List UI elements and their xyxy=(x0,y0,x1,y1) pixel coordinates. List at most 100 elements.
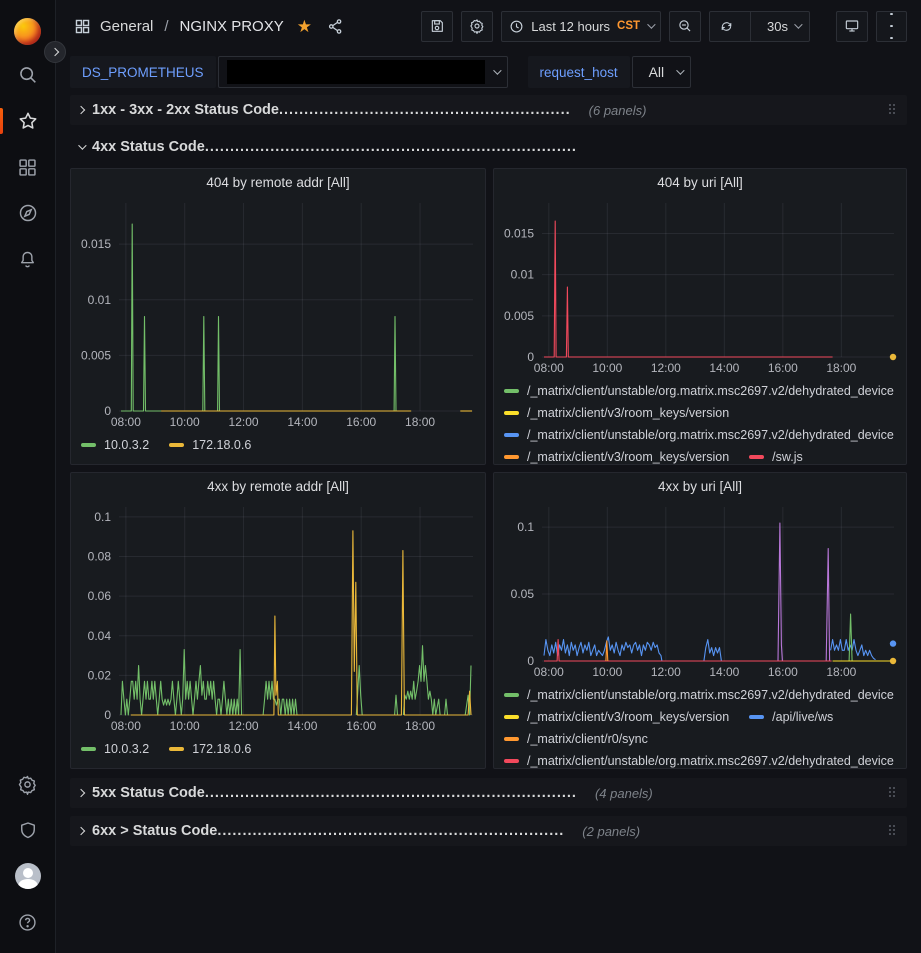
panel-chart[interactable]: 08:0010:0012:0014:0016:0018:0000.0050.01… xyxy=(71,195,485,432)
panel-chart[interactable]: 08:0010:0012:0014:0016:0018:0000.020.040… xyxy=(71,499,485,736)
zoom-out-icon xyxy=(677,18,693,34)
legend-label: /_matrix/client/unstable/org.matrix.msc2… xyxy=(527,384,894,398)
legend-swatch xyxy=(81,747,96,751)
svg-text:0: 0 xyxy=(104,708,111,722)
save-dashboard-button[interactable] xyxy=(421,11,453,42)
timezone-label: CST xyxy=(617,20,640,32)
svg-text:10:00: 10:00 xyxy=(592,361,622,375)
request-host-dropdown[interactable]: All xyxy=(632,56,692,88)
sidebar-item-configuration[interactable] xyxy=(0,761,56,807)
panel-4xx-by-remote-addr: 4xx by remote addr [All] 08:0010:0012:00… xyxy=(70,472,486,769)
legend-item[interactable]: 172.18.0.6 xyxy=(169,742,251,756)
legend-row: /_matrix/client/unstable/org.matrix.msc2… xyxy=(504,380,898,402)
refresh-button[interactable] xyxy=(710,12,743,41)
ds-prometheus-dropdown[interactable] xyxy=(218,56,508,88)
row-title: 6xx > Status Code xyxy=(92,823,217,839)
cycle-view-mode-button[interactable] xyxy=(836,11,868,42)
sidebar-item-starred[interactable] xyxy=(0,98,56,144)
compass-icon xyxy=(17,202,39,224)
time-range-label: Last 12 hours xyxy=(531,19,610,34)
gear-icon xyxy=(17,774,38,795)
legend-item[interactable]: 10.0.3.2 xyxy=(81,742,149,756)
request-host-label[interactable]: request_host xyxy=(528,56,630,88)
svg-text:0: 0 xyxy=(527,654,534,668)
sidebar-item-explore[interactable] xyxy=(0,190,56,236)
header-actions: Last 12 hours CST 30s xyxy=(421,11,907,42)
legend-label: /api/live/ws xyxy=(772,710,833,724)
refresh-interval-dropdown[interactable]: 30s xyxy=(758,12,809,41)
panel-title[interactable]: 4xx by remote addr [All] xyxy=(71,473,485,499)
time-range-picker[interactable]: Last 12 hours CST xyxy=(501,11,661,42)
apps-grid-icon xyxy=(74,18,91,35)
row-title-dots: ........................................… xyxy=(279,102,571,118)
legend-swatch xyxy=(504,759,519,763)
panel-title[interactable]: 4xx by uri [All] xyxy=(494,473,906,499)
svg-text:16:00: 16:00 xyxy=(768,361,798,375)
legend-swatch xyxy=(504,715,519,719)
legend-swatch xyxy=(504,433,519,437)
breadcrumb-section[interactable]: General xyxy=(100,18,153,35)
legend-item[interactable]: /_matrix/client/r0/sync xyxy=(504,732,648,746)
ds-prometheus-label[interactable]: DS_PROMETHEUS xyxy=(70,56,216,88)
svg-text:12:00: 12:00 xyxy=(229,719,259,733)
more-options-button[interactable] xyxy=(876,11,907,42)
legend-item[interactable]: /_matrix/client/unstable/org.matrix.msc2… xyxy=(504,428,894,442)
svg-text:18:00: 18:00 xyxy=(405,719,435,733)
row-6xx[interactable]: 6xx > Status Code ......................… xyxy=(70,816,907,846)
row-drag-handle-icon[interactable] xyxy=(889,787,897,799)
row-5xx[interactable]: 5xx Status Code ........................… xyxy=(70,778,907,808)
dashboard-header: General / NGINX PROXY ★ Last 12 hours CS… xyxy=(56,0,921,52)
sidebar-item-dashboards[interactable] xyxy=(0,144,56,190)
legend-item[interactable]: /sw.js xyxy=(749,450,803,464)
legend-item[interactable]: /api/live/ws xyxy=(749,710,833,724)
svg-text:0: 0 xyxy=(527,350,534,364)
expand-menu-button[interactable] xyxy=(44,41,66,63)
dashboard-title[interactable]: NGINX PROXY xyxy=(180,18,284,35)
request-host-value: All xyxy=(641,64,669,80)
legend-item[interactable]: /_matrix/client/v3/room_keys/version xyxy=(504,406,729,420)
legend-swatch xyxy=(504,693,519,697)
legend-label: /_matrix/client/v3/room_keys/version xyxy=(527,710,729,724)
favorite-star-icon[interactable]: ★ xyxy=(297,18,312,35)
legend-label: /_matrix/client/v3/room_keys/version xyxy=(527,406,729,420)
legend-item[interactable]: /_matrix/client/v3/room_keys/version xyxy=(504,710,729,724)
row-panel-count: (6 panels) xyxy=(589,103,647,118)
legend-item[interactable]: /_matrix/client/unstable/org.matrix.msc2… xyxy=(504,384,894,398)
panel-chart[interactable]: 08:0010:0012:0014:0016:0018:0000.050.1 xyxy=(494,499,906,682)
row-1xx-3xx-2xx[interactable]: 1xx - 3xx - 2xx Status Code ............… xyxy=(70,95,907,125)
sidebar-item-server-admin[interactable] xyxy=(0,807,56,853)
chevron-down-icon xyxy=(647,20,655,28)
legend-item[interactable]: 172.18.0.6 xyxy=(169,438,251,452)
svg-text:0.015: 0.015 xyxy=(504,226,534,240)
panel-title[interactable]: 404 by uri [All] xyxy=(494,169,906,195)
legend-row: /_matrix/client/v3/room_keys/version/api… xyxy=(504,706,898,728)
svg-text:18:00: 18:00 xyxy=(826,361,856,375)
chevron-right-icon xyxy=(77,789,85,797)
sidebar-item-profile[interactable] xyxy=(0,853,56,899)
legend-row: /_matrix/client/unstable/org.matrix.msc2… xyxy=(504,424,898,446)
zoom-out-button[interactable] xyxy=(669,11,701,42)
legend-row: /_matrix/client/unstable/org.matrix.msc2… xyxy=(504,684,898,706)
svg-text:08:00: 08:00 xyxy=(111,415,141,429)
svg-text:10:00: 10:00 xyxy=(170,719,200,733)
legend-label: /_matrix/client/unstable/org.matrix.msc2… xyxy=(527,754,894,768)
dashboard-settings-button[interactable] xyxy=(461,11,493,42)
svg-text:14:00: 14:00 xyxy=(287,415,317,429)
row-drag-handle-icon[interactable] xyxy=(889,825,897,837)
legend-item[interactable]: /_matrix/client/unstable/org.matrix.msc2… xyxy=(504,754,894,768)
legend-item[interactable]: /_matrix/client/v3/room_keys/version xyxy=(504,450,729,464)
help-question-icon xyxy=(17,912,38,933)
row-4xx[interactable]: 4xx Status Code ........................… xyxy=(70,133,907,161)
svg-text:0.04: 0.04 xyxy=(88,629,112,643)
share-icon[interactable] xyxy=(327,18,344,35)
panel-title[interactable]: 404 by remote addr [All] xyxy=(71,169,485,195)
row-title-dots: ........................................… xyxy=(205,139,577,155)
svg-text:08:00: 08:00 xyxy=(534,361,564,375)
row-drag-handle-icon[interactable] xyxy=(889,104,897,116)
panel-chart[interactable]: 08:0010:0012:0014:0016:0018:0000.0050.01… xyxy=(494,195,906,378)
sidebar-item-help[interactable] xyxy=(0,899,56,945)
legend-item[interactable]: 10.0.3.2 xyxy=(81,438,149,452)
legend-label: 10.0.3.2 xyxy=(104,438,149,452)
sidebar-item-alerting[interactable] xyxy=(0,236,56,282)
legend-item[interactable]: /_matrix/client/unstable/org.matrix.msc2… xyxy=(504,688,894,702)
